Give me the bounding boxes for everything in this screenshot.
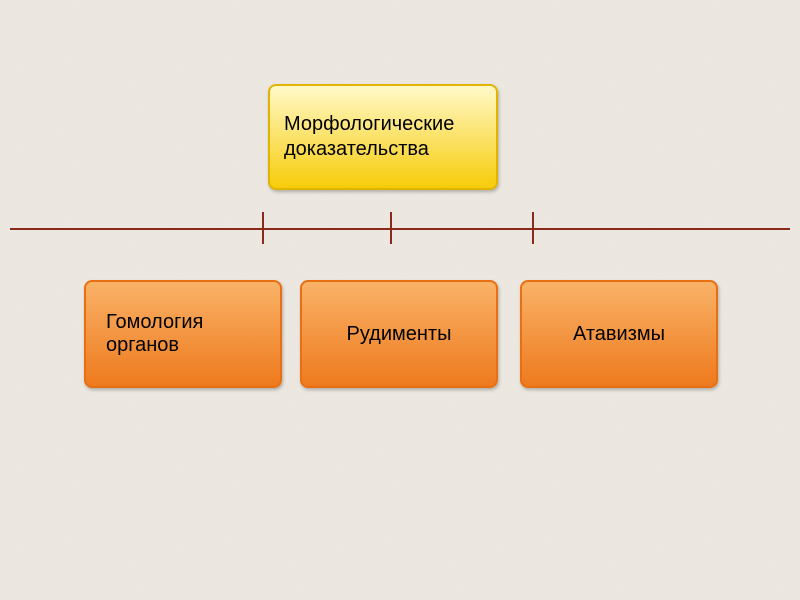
child-node-atavisms: Атавизмы xyxy=(520,280,718,388)
child-node-rudiments: Рудименты xyxy=(300,280,498,388)
root-node-label: Морфологические доказательства xyxy=(284,112,454,162)
connector-tick-0 xyxy=(262,212,264,244)
connector-tick-2 xyxy=(532,212,534,244)
connector-tick-1 xyxy=(390,212,392,244)
root-node: Морфологические доказательства xyxy=(268,84,498,190)
diagram-canvas: Морфологические доказательства Гомология … xyxy=(0,0,800,600)
child-node-label-rudiments: Рудименты xyxy=(347,323,452,346)
child-node-label-atavisms: Атавизмы xyxy=(573,323,665,346)
child-node-label-homology: Гомология органов xyxy=(106,311,203,357)
connector-line xyxy=(10,228,790,230)
child-node-homology: Гомология органов xyxy=(84,280,282,388)
